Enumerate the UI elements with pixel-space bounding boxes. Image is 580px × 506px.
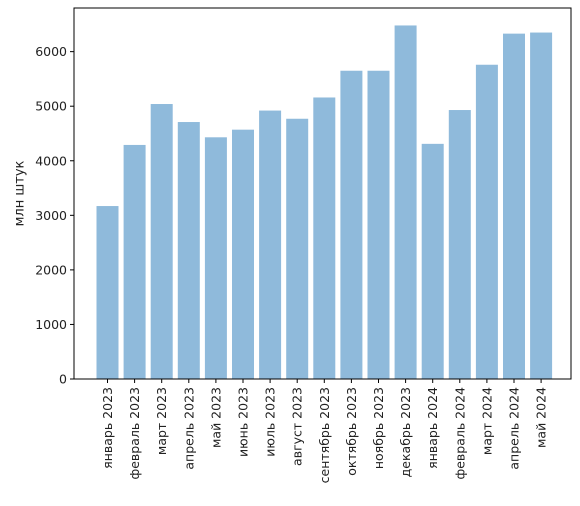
- x-tick-label-6: июль 2023: [263, 387, 278, 457]
- bar-6: [259, 110, 282, 379]
- bar-14: [475, 64, 498, 380]
- bar-9: [340, 70, 363, 380]
- x-tick-label-3: апрель 2023: [181, 387, 196, 470]
- y-axis-label: млн штук: [13, 160, 28, 226]
- x-tick-label-0: январь 2023: [100, 387, 115, 469]
- y-tick-label-4: 4000: [35, 153, 67, 168]
- bar-4: [204, 137, 227, 379]
- y-tick-label-5: 5000: [35, 99, 67, 114]
- x-tick-label-1: февраль 2023: [127, 387, 142, 479]
- x-tick-label-7: август 2023: [290, 387, 305, 466]
- bar-10: [367, 70, 390, 380]
- x-tick-label-9: октябрь 2023: [344, 387, 359, 476]
- x-tick-label-4: май 2023: [208, 387, 223, 448]
- x-tick-label-11: декабрь 2023: [398, 387, 413, 477]
- bar-11: [394, 25, 417, 380]
- bar-16: [530, 32, 553, 380]
- x-tick-label-10: ноябрь 2023: [371, 387, 386, 469]
- x-tick-label-8: сентябрь 2023: [317, 387, 332, 483]
- y-tick-label-0: 0: [59, 372, 67, 387]
- y-tick-label-1: 1000: [35, 317, 67, 332]
- x-tick-label-2: март 2023: [154, 387, 169, 455]
- x-tick-label-12: январь 2024: [425, 387, 440, 469]
- x-tick-label-15: апрель 2024: [507, 387, 522, 470]
- bar-12: [421, 143, 444, 379]
- bar-5: [232, 129, 254, 379]
- bar-13: [448, 110, 471, 379]
- bar-7: [286, 118, 309, 379]
- y-tick-label-6: 6000: [35, 44, 67, 59]
- bar-1: [123, 144, 146, 379]
- y-tick-label-2: 2000: [35, 262, 67, 277]
- bar-15: [503, 33, 525, 379]
- bar-2: [150, 104, 173, 380]
- x-tick-label-5: июнь 2023: [236, 387, 251, 457]
- plot-frame: [73, 7, 572, 380]
- bar-3: [177, 122, 200, 379]
- y-axis: 0 1000 2000 3000 4000 5000 6000: [35, 44, 74, 387]
- bar-8: [313, 97, 336, 379]
- x-tick-label-16: май 2024: [534, 387, 549, 448]
- bars-group: [96, 25, 553, 380]
- x-axis: январь 2023 февраль 2023 март 2023 апрель 2…: [100, 379, 549, 483]
- x-tick-label-13: февраль 2024: [452, 387, 467, 480]
- bar-0: [96, 206, 119, 379]
- y-tick-label-3: 3000: [35, 208, 67, 223]
- x-tick-label-14: март 2024: [479, 387, 494, 455]
